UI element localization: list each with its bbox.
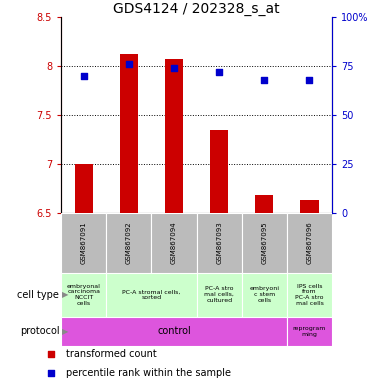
- Bar: [287, 273, 332, 317]
- Bar: [151, 213, 197, 273]
- Text: protocol: protocol: [20, 326, 59, 336]
- Point: [171, 65, 177, 71]
- Bar: [61, 273, 106, 317]
- Text: GSM867095: GSM867095: [261, 222, 267, 264]
- Bar: [165, 60, 183, 213]
- Bar: [197, 273, 242, 317]
- Point: [216, 69, 222, 75]
- Point: [81, 73, 87, 79]
- Bar: [197, 213, 242, 273]
- Point: [263, 297, 269, 303]
- Bar: [242, 273, 287, 317]
- Bar: [61, 213, 106, 273]
- Bar: [106, 273, 197, 317]
- Bar: [210, 130, 228, 213]
- Bar: [106, 213, 151, 273]
- Title: GDS4124 / 202328_s_at: GDS4124 / 202328_s_at: [113, 2, 280, 16]
- Text: GSM867094: GSM867094: [171, 222, 177, 264]
- Bar: [75, 164, 93, 213]
- Text: ▶: ▶: [62, 290, 69, 299]
- Bar: [61, 317, 287, 346]
- Text: GSM867091: GSM867091: [81, 222, 87, 264]
- Bar: [287, 213, 332, 273]
- Text: cell type: cell type: [17, 290, 59, 300]
- Text: GSM867092: GSM867092: [126, 222, 132, 264]
- Text: GSM867093: GSM867093: [216, 222, 222, 264]
- Text: IPS cells
from
PC-A stro
mal cells: IPS cells from PC-A stro mal cells: [295, 283, 324, 306]
- Text: embryoni
c stem
cells: embryoni c stem cells: [249, 286, 279, 303]
- Text: GSM867096: GSM867096: [306, 222, 312, 264]
- Bar: [255, 195, 273, 213]
- Point: [126, 61, 132, 67]
- Text: PC-A stro
mal cells,
cultured: PC-A stro mal cells, cultured: [204, 286, 234, 303]
- Text: embryonal
carcinoma
NCCIT
cells: embryonal carcinoma NCCIT cells: [67, 283, 101, 306]
- Bar: [242, 213, 287, 273]
- Text: reprogram
ming: reprogram ming: [293, 326, 326, 337]
- Point: [306, 77, 312, 83]
- Bar: [120, 55, 138, 213]
- Text: percentile rank within the sample: percentile rank within the sample: [66, 368, 231, 378]
- Text: transformed count: transformed count: [66, 349, 157, 359]
- Point: [263, 124, 269, 130]
- Text: ▶: ▶: [62, 327, 69, 336]
- Text: PC-A stromal cells,
sorted: PC-A stromal cells, sorted: [122, 289, 181, 300]
- Text: control: control: [157, 326, 191, 336]
- Point: [261, 77, 267, 83]
- Bar: [301, 200, 319, 213]
- Bar: [287, 317, 332, 346]
